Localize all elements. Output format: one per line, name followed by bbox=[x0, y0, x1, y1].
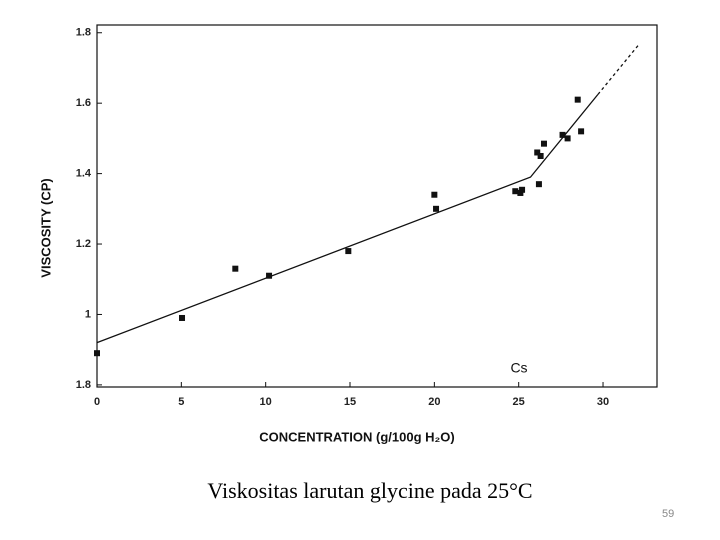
caption: Viskositas larutan glycine pada 25°C bbox=[207, 478, 533, 503]
x-tick-label: 25 bbox=[513, 396, 525, 408]
data-point bbox=[540, 140, 547, 147]
data-point bbox=[578, 128, 585, 135]
data-point bbox=[433, 205, 440, 212]
fit-line bbox=[96, 93, 599, 344]
y-tick-label: 1.4 bbox=[76, 168, 92, 180]
y-tick-label: 1.8 bbox=[76, 27, 91, 39]
data-point bbox=[537, 152, 544, 159]
plot-frame bbox=[96, 24, 658, 388]
x-tick-label: 20 bbox=[428, 396, 440, 408]
data-point bbox=[345, 248, 352, 255]
data-point bbox=[534, 149, 541, 156]
data-point bbox=[266, 272, 273, 279]
x-tick-label: 5 bbox=[178, 396, 184, 408]
annotation: Cs bbox=[510, 360, 527, 376]
y-axis-label: VISCOSITY (CP) bbox=[38, 178, 53, 277]
data-point bbox=[564, 135, 571, 142]
page-number: 59 bbox=[662, 508, 675, 520]
y-tick-label: 1.6 bbox=[76, 97, 91, 109]
data-point bbox=[559, 131, 566, 138]
x-tick-label: 30 bbox=[597, 396, 609, 408]
x-tick-label: 0 bbox=[94, 396, 100, 408]
x-tick-label: 10 bbox=[260, 396, 272, 408]
data-point bbox=[232, 265, 239, 272]
y-tick-label: 1.2 bbox=[76, 238, 91, 250]
data-point bbox=[512, 188, 519, 195]
data-point bbox=[179, 314, 186, 321]
fit-line bbox=[597, 44, 639, 95]
data-point bbox=[94, 350, 100, 357]
chart: CONCENTRATION (g/100g H₂O) VISCOSITY (CP… bbox=[38, 24, 658, 444]
x-axis-label: CONCENTRATION (g/100g H₂O) bbox=[259, 429, 454, 444]
data-point bbox=[535, 181, 542, 188]
y-tick-label: 1 bbox=[85, 308, 91, 320]
y-tick-label: 1.8 bbox=[76, 379, 91, 391]
x-tick-label: 15 bbox=[344, 396, 356, 408]
data-point bbox=[431, 191, 438, 198]
data-point bbox=[519, 186, 526, 193]
data-point bbox=[517, 189, 524, 196]
data-point bbox=[574, 96, 581, 103]
